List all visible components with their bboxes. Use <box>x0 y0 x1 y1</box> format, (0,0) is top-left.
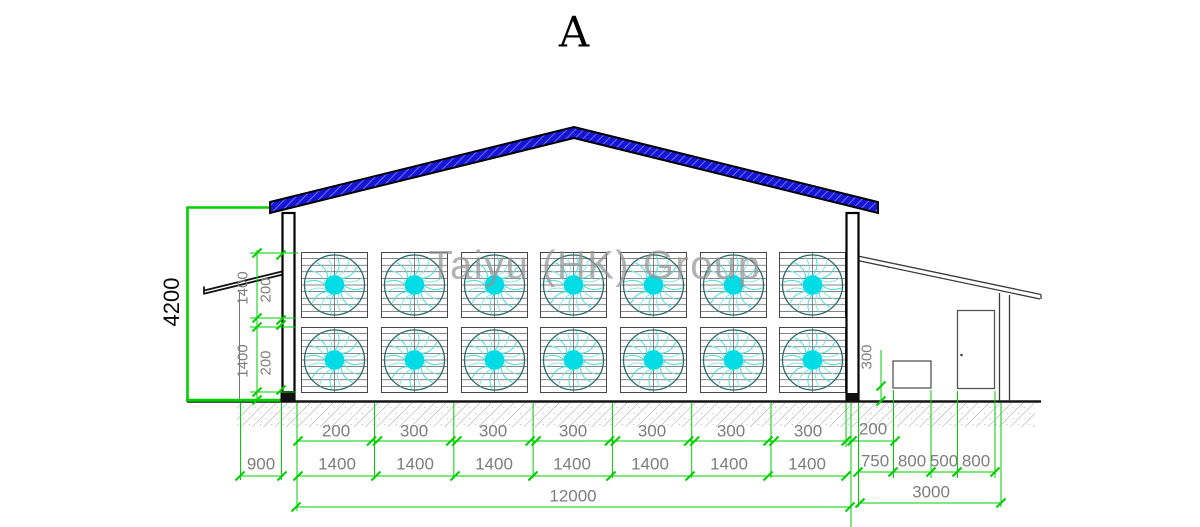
roof <box>269 125 879 215</box>
exhaust-fan <box>302 253 368 318</box>
ground <box>187 400 1041 427</box>
dim-total-annex: 3000 <box>912 482 950 502</box>
exhaust-fan <box>382 328 448 393</box>
left-column-base <box>280 391 296 402</box>
exhaust-fan <box>701 328 767 393</box>
earth-hatch <box>237 403 1035 427</box>
dim-label: 200 <box>321 421 351 441</box>
dim-label: 200 <box>858 419 888 439</box>
exhaust-fan <box>541 328 607 393</box>
right-column <box>845 211 860 403</box>
columns <box>280 211 860 403</box>
eave-height-box <box>186 206 292 402</box>
dim-annex-floor: 300 <box>858 344 876 370</box>
dim-label: 200 <box>257 350 275 376</box>
dim-label: 300 <box>478 421 508 441</box>
dim-label: 300 <box>558 421 588 441</box>
dim-label: 500 <box>929 451 959 471</box>
dim-label: 300 <box>793 421 823 441</box>
dim-label: 800 <box>961 451 991 471</box>
dim-label: 1400 <box>553 454 591 474</box>
door-handle <box>960 353 963 357</box>
right-column-base <box>845 393 859 402</box>
dim-label: 300 <box>399 421 429 441</box>
dim-label: 1400 <box>788 454 826 474</box>
exhaust-fan <box>302 328 368 393</box>
exhaust-fan <box>780 253 846 318</box>
exhaust-fan <box>780 328 846 393</box>
dim-label: 750 <box>860 451 890 471</box>
left-column <box>281 211 296 403</box>
dim-label: 1400 <box>475 454 513 474</box>
dim-eave-height: 4200 <box>159 277 184 327</box>
annex <box>852 254 1042 401</box>
dim-label: 1400 <box>318 454 356 474</box>
watermark: Taiyu (HK) Group <box>428 243 762 288</box>
dim-label: 300 <box>716 421 746 441</box>
dim-label: 300 <box>637 421 667 441</box>
dimension-lines <box>240 250 1002 527</box>
dim-label: 900 <box>246 454 276 474</box>
dim-label: 1400 <box>631 454 669 474</box>
awning <box>203 269 289 400</box>
door <box>956 309 996 390</box>
dim-label: 1400 <box>710 454 748 474</box>
dim-label: 200 <box>257 277 275 303</box>
dim-label: 1400 <box>234 271 252 305</box>
dim-label: 800 <box>897 451 927 471</box>
dim-label: 1400 <box>396 454 434 474</box>
exhaust-fan <box>462 328 528 393</box>
exhaust-fan <box>621 328 687 393</box>
dim-label: 1400 <box>234 344 252 378</box>
annex-roof <box>852 254 1042 296</box>
page-title: A <box>558 7 590 57</box>
dim-total-main: 12000 <box>549 486 597 506</box>
vent-opening <box>892 360 932 389</box>
